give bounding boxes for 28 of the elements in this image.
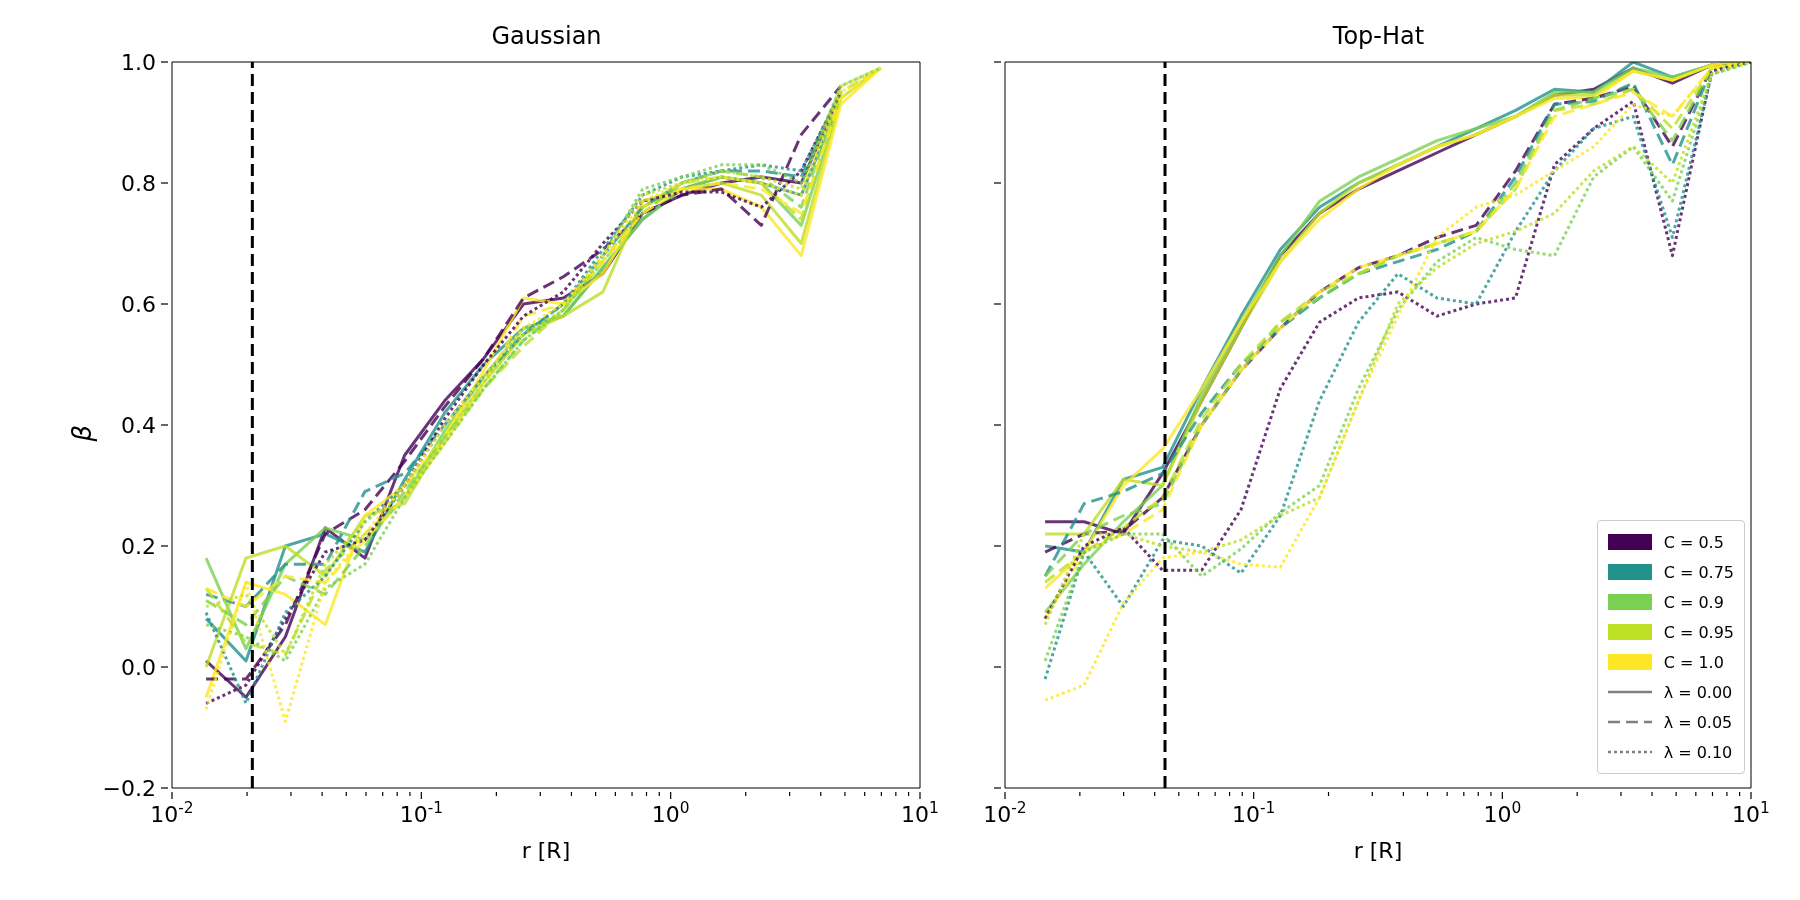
y-tick-label: 0.8	[121, 171, 156, 196]
x-tick-label: 10$^{-2}$	[983, 799, 1027, 827]
x-tick-label: 10$^{1}$	[1732, 799, 1770, 827]
chart-title: Gaussian	[490, 22, 603, 50]
legend-label: C = 0.95	[1663, 622, 1734, 642]
y-tick-label: 0.0	[121, 655, 156, 680]
y-tick-label: 0.6	[121, 292, 156, 317]
legend-label: λ = 0.00	[1663, 682, 1733, 702]
y-tick-label: 1.0	[121, 50, 156, 75]
x-axis-title: r [R]	[1353, 838, 1403, 863]
chart-title: Top-Hat	[1331, 22, 1426, 50]
legend-label: C = 1.0	[1663, 652, 1724, 672]
y-tick-label: 0.4	[121, 413, 156, 438]
y-tick-label: −0.2	[102, 776, 156, 801]
legend-label: C = 0.9	[1663, 592, 1724, 612]
x-tick-label: 10$^{0}$	[1483, 799, 1522, 827]
x-tick-label: 10$^{-2}$	[150, 799, 194, 827]
x-tick-label: 10$^{0}$	[651, 799, 690, 827]
y-tick-label: 0.2	[121, 534, 156, 559]
legend-label: C = 0.5	[1663, 532, 1724, 552]
x-tick-label: 10$^{-1}$	[399, 799, 444, 827]
legend-label: λ = 0.05	[1663, 712, 1733, 732]
y-axis-title: β	[67, 425, 98, 443]
x-tick-label: 10$^{-1}$	[1231, 799, 1276, 827]
legend-label: λ = 0.10	[1663, 742, 1733, 762]
x-tick-label: 10$^{1}$	[901, 799, 939, 827]
legend-label: C = 0.75	[1663, 562, 1734, 582]
x-axis-title: r [R]	[521, 838, 571, 863]
